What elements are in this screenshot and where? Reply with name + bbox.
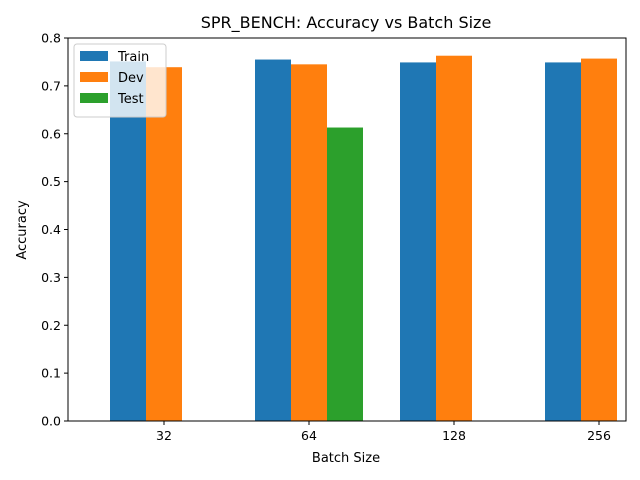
bar-dev-64 <box>291 64 327 422</box>
bar-train-128 <box>400 62 436 421</box>
y-tick-label: 0.6 <box>41 126 61 141</box>
bar-dev-256 <box>581 58 617 422</box>
bar-train-64 <box>255 59 291 421</box>
bar-dev-32 <box>146 67 182 422</box>
y-tick-label: 0.0 <box>41 414 61 429</box>
y-tick-label: 0.5 <box>41 174 61 189</box>
y-tick-label: 0.1 <box>41 366 61 381</box>
legend-swatch-dev <box>80 72 108 82</box>
bar-train-256 <box>545 62 581 421</box>
y-tick-label: 0.2 <box>41 318 61 333</box>
bar-test-64 <box>327 127 363 422</box>
bars-group <box>110 55 617 422</box>
x-tick-label: 256 <box>587 428 611 443</box>
bar-dev-128 <box>436 55 472 422</box>
bar-train-32 <box>110 61 146 422</box>
legend: Train Dev Test <box>73 43 167 118</box>
x-tick-label: 64 <box>301 428 317 443</box>
legend-label-dev: Dev <box>118 71 144 86</box>
y-tick-label: 0.7 <box>41 78 61 93</box>
x-tick-label: 128 <box>442 428 466 443</box>
legend-swatch-train <box>80 51 108 61</box>
x-tick-label: 32 <box>156 428 172 443</box>
y-axis: 0.0 0.1 0.2 0.3 0.4 0.5 0.6 0.7 0.8 <box>41 31 68 429</box>
y-tick-label: 0.4 <box>41 222 61 237</box>
y-axis-title: Accuracy <box>15 200 30 260</box>
y-tick-label: 0.8 <box>41 31 61 46</box>
legend-swatch-test <box>80 93 108 103</box>
y-tick-label: 0.3 <box>41 270 61 285</box>
legend-label-train: Train <box>117 50 149 65</box>
chart-title: SPR_BENCH: Accuracy vs Batch Size <box>201 13 492 33</box>
legend-label-test: Test <box>117 92 144 107</box>
x-axis: 32 64 128 256 <box>156 421 611 443</box>
x-axis-title: Batch Size <box>312 451 380 466</box>
